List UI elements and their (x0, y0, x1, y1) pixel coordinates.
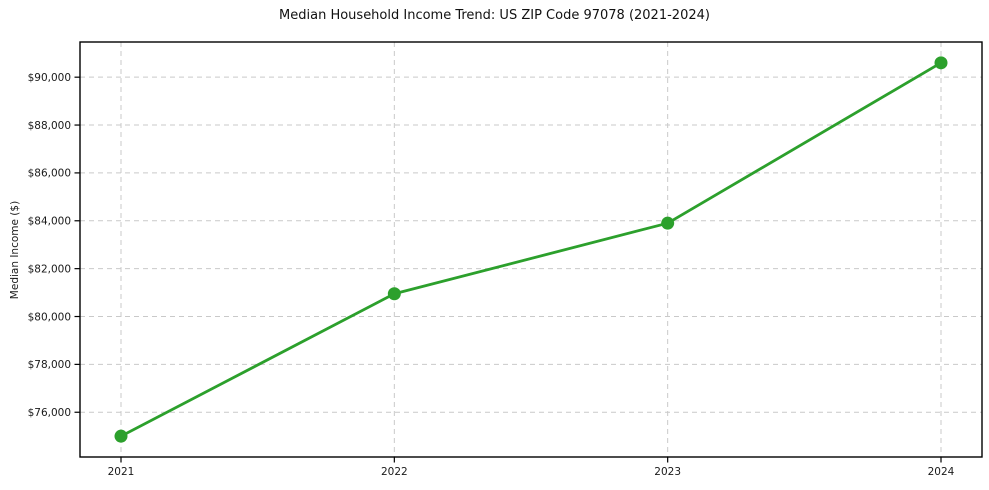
y-tick-label: $76,000 (28, 407, 71, 419)
data-point-2024 (934, 56, 948, 70)
trend-line (119, 61, 943, 438)
y-tick-label: $80,000 (28, 311, 71, 323)
y-tick-label: $86,000 (28, 168, 71, 180)
axis-frame (79, 41, 983, 458)
x-tick-label: 2021 (108, 466, 135, 478)
x-tick-label: 2023 (654, 466, 681, 478)
data-point-2022 (387, 287, 401, 301)
y-tick-label: $84,000 (28, 216, 71, 228)
y-tick-label: $90,000 (28, 72, 71, 84)
y-tick-label: $82,000 (28, 263, 71, 275)
x-tick-label: 2024 (928, 466, 955, 478)
y-tick-label: $88,000 (28, 120, 71, 132)
data-point-2023 (661, 216, 675, 230)
data-point-2021 (114, 429, 128, 443)
chart-title: Median Household Income Trend: US ZIP Co… (279, 8, 710, 23)
x-tick-label: 2022 (381, 466, 408, 478)
y-tick-label: $78,000 (28, 359, 71, 371)
